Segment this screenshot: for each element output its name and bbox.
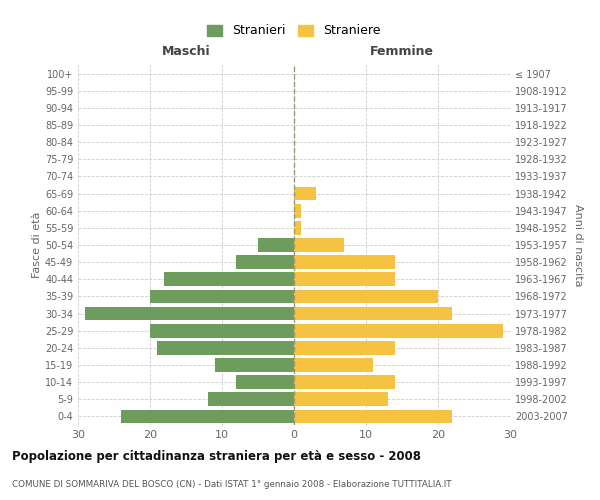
Text: Popolazione per cittadinanza straniera per età e sesso - 2008: Popolazione per cittadinanza straniera p… bbox=[12, 450, 421, 463]
Y-axis label: Fasce di età: Fasce di età bbox=[32, 212, 42, 278]
Bar bbox=[294, 238, 344, 252]
Bar bbox=[294, 376, 395, 389]
Text: COMUNE DI SOMMARIVA DEL BOSCO (CN) - Dati ISTAT 1° gennaio 2008 - Elaborazione T: COMUNE DI SOMMARIVA DEL BOSCO (CN) - Dat… bbox=[12, 480, 452, 489]
Text: Femmine: Femmine bbox=[370, 45, 434, 58]
Y-axis label: Anni di nascita: Anni di nascita bbox=[573, 204, 583, 286]
Legend: Stranieri, Straniere: Stranieri, Straniere bbox=[207, 24, 381, 38]
Bar bbox=[150, 290, 294, 304]
Bar bbox=[294, 186, 316, 200]
Bar bbox=[294, 341, 395, 354]
Bar bbox=[164, 272, 294, 286]
Bar bbox=[85, 306, 294, 320]
Bar bbox=[294, 324, 503, 338]
Bar bbox=[121, 410, 294, 424]
Bar bbox=[294, 204, 301, 218]
Bar bbox=[294, 256, 395, 269]
Bar bbox=[294, 290, 438, 304]
Bar bbox=[208, 392, 294, 406]
Bar bbox=[294, 392, 388, 406]
Bar bbox=[258, 238, 294, 252]
Bar bbox=[150, 324, 294, 338]
Bar bbox=[294, 410, 452, 424]
Text: Maschi: Maschi bbox=[161, 45, 211, 58]
Bar bbox=[236, 256, 294, 269]
Bar bbox=[294, 221, 301, 234]
Bar bbox=[157, 341, 294, 354]
Bar bbox=[294, 306, 452, 320]
Bar bbox=[294, 358, 373, 372]
Bar bbox=[215, 358, 294, 372]
Bar bbox=[236, 376, 294, 389]
Bar bbox=[294, 272, 395, 286]
